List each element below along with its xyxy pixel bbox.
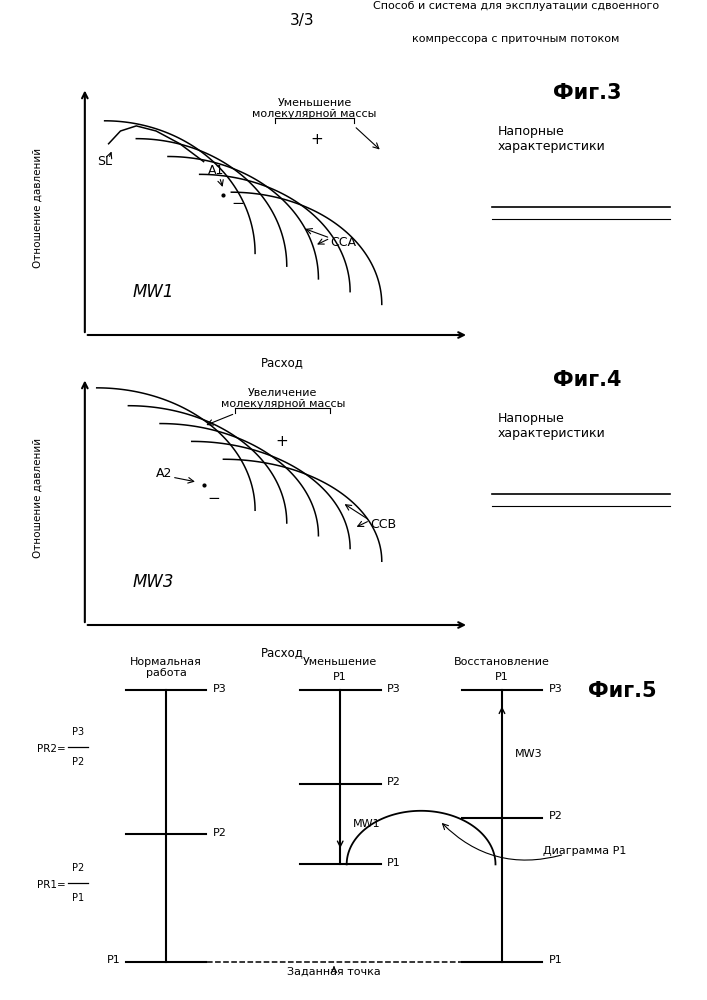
- Text: Уменьшение: Уменьшение: [303, 657, 378, 667]
- Text: Расход: Расход: [262, 647, 304, 660]
- Text: Диаграмма P1: Диаграмма P1: [543, 846, 626, 856]
- Text: Напорные
характеристики: Напорные характеристики: [498, 412, 605, 440]
- Text: 3/3: 3/3: [290, 13, 315, 28]
- Text: P2: P2: [71, 863, 84, 873]
- Text: Заданная точка: Заданная точка: [287, 967, 381, 977]
- Text: MW3: MW3: [515, 749, 542, 759]
- Text: P1: P1: [549, 955, 562, 965]
- Text: −: −: [208, 491, 221, 506]
- Text: Способ и система для эксплуатации сдвоенного: Способ и система для эксплуатации сдвоен…: [373, 1, 659, 11]
- Text: CCA: CCA: [330, 236, 356, 249]
- Text: P3: P3: [71, 727, 83, 737]
- Text: A2: A2: [156, 467, 173, 480]
- Text: PR2=: PR2=: [37, 744, 65, 754]
- Text: CCB: CCB: [370, 518, 396, 531]
- Text: Отношение давлений: Отношение давлений: [33, 147, 42, 268]
- Text: Фиг.3: Фиг.3: [553, 83, 621, 103]
- Text: Расход: Расход: [262, 357, 304, 370]
- Text: P1: P1: [107, 955, 121, 965]
- Text: P2: P2: [71, 757, 84, 767]
- Text: Напорные
характеристики: Напорные характеристики: [498, 125, 605, 153]
- Text: Фиг.4: Фиг.4: [553, 370, 621, 390]
- Text: Восстановление: Восстановление: [454, 657, 550, 667]
- Text: P3: P3: [387, 684, 401, 694]
- Text: P3: P3: [549, 684, 562, 694]
- Text: Уменьшение
молекулярной массы: Уменьшение молекулярной массы: [252, 98, 377, 119]
- Text: P2: P2: [549, 811, 563, 821]
- Text: Отношение давлений: Отношение давлений: [33, 437, 42, 558]
- Text: PR1=: PR1=: [37, 880, 65, 890]
- Text: +: +: [310, 132, 323, 147]
- Text: −: −: [231, 196, 244, 211]
- Text: +: +: [275, 434, 288, 450]
- Text: P2: P2: [387, 777, 401, 787]
- Text: P1: P1: [71, 893, 83, 903]
- Text: P3: P3: [213, 684, 226, 694]
- Text: Увеличение
молекулярной массы: Увеличение молекулярной массы: [221, 388, 345, 409]
- Text: P1: P1: [333, 672, 347, 682]
- Text: P2: P2: [213, 828, 226, 838]
- Text: MW3: MW3: [132, 573, 174, 591]
- Text: компрессора с приточным потоком: компрессора с приточным потоком: [412, 34, 620, 44]
- Text: MW1: MW1: [353, 819, 380, 829]
- Text: SL: SL: [97, 155, 112, 168]
- Text: P1: P1: [387, 858, 401, 868]
- Text: Фиг.5: Фиг.5: [588, 681, 657, 701]
- Text: MW1: MW1: [132, 283, 174, 301]
- Text: A1: A1: [208, 164, 224, 177]
- Text: Нормальная
работа: Нормальная работа: [130, 657, 202, 678]
- Text: P1: P1: [495, 672, 509, 682]
